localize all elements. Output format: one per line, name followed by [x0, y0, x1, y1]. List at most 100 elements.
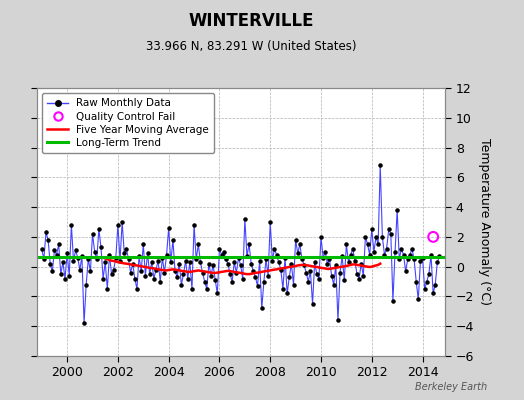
Point — [266, 219, 275, 225]
Point — [44, 237, 52, 243]
Point — [220, 248, 228, 255]
Point — [103, 286, 112, 292]
Point — [319, 254, 328, 261]
Point — [40, 256, 48, 262]
Point — [359, 272, 367, 279]
Point — [279, 286, 287, 292]
Point — [65, 272, 73, 279]
Point — [268, 258, 277, 264]
Point — [287, 260, 296, 267]
Point — [429, 290, 438, 297]
Point — [173, 274, 181, 280]
Point — [169, 237, 177, 243]
Point — [203, 286, 211, 292]
Point — [238, 275, 247, 282]
Point — [190, 222, 198, 228]
Point — [283, 290, 291, 297]
Point — [241, 216, 249, 222]
Point — [365, 252, 374, 258]
Point — [192, 256, 200, 262]
Point — [158, 254, 167, 261]
Point — [205, 260, 213, 267]
Point — [420, 286, 429, 292]
Point — [139, 241, 147, 248]
Point — [300, 262, 308, 268]
Point — [105, 252, 114, 258]
Point — [275, 259, 283, 266]
Point — [372, 234, 380, 240]
Point — [175, 260, 183, 267]
Point — [57, 271, 65, 277]
Point — [38, 246, 46, 252]
Point — [230, 259, 238, 266]
Point — [389, 298, 397, 304]
Point — [342, 241, 351, 248]
Point — [281, 254, 289, 261]
Point — [86, 268, 95, 274]
Point — [351, 258, 359, 264]
Point — [61, 275, 69, 282]
Point — [253, 283, 261, 289]
Point — [73, 254, 82, 261]
Point — [338, 253, 346, 260]
Point — [355, 275, 363, 282]
Point — [418, 254, 427, 261]
Point — [101, 259, 110, 266]
Point — [304, 278, 312, 285]
Point — [63, 250, 71, 256]
Point — [387, 231, 395, 237]
Point — [277, 266, 285, 273]
Point — [412, 278, 420, 285]
Point — [114, 222, 122, 228]
Text: Berkeley Earth: Berkeley Earth — [415, 382, 487, 392]
Point — [120, 250, 128, 256]
Point — [298, 256, 306, 262]
Point — [148, 259, 156, 266]
Point — [291, 237, 300, 243]
Point — [201, 278, 209, 285]
Point — [410, 256, 418, 262]
Point — [383, 246, 391, 252]
Point — [427, 252, 435, 258]
Point — [95, 226, 103, 233]
Point — [414, 296, 422, 303]
Point — [199, 270, 207, 276]
Point — [183, 275, 192, 282]
Point — [156, 278, 165, 285]
Point — [357, 260, 365, 267]
Point — [328, 272, 336, 279]
Point — [433, 259, 442, 266]
Point — [118, 219, 126, 225]
Point — [332, 262, 340, 268]
Point — [110, 266, 118, 273]
Point — [69, 258, 78, 264]
Point — [150, 275, 158, 282]
Point — [391, 248, 399, 255]
Point — [313, 271, 321, 277]
Point — [323, 260, 332, 267]
Point — [408, 246, 416, 252]
Point — [162, 252, 171, 258]
Point — [308, 301, 316, 307]
Point — [272, 252, 281, 258]
Point — [133, 286, 141, 292]
Point — [84, 256, 92, 262]
Point — [251, 274, 259, 280]
Point — [226, 271, 234, 277]
Point — [179, 271, 188, 277]
Point — [249, 268, 257, 274]
Point — [317, 234, 325, 240]
Point — [224, 260, 232, 267]
Point — [207, 272, 215, 279]
Point — [258, 305, 266, 312]
Point — [353, 271, 361, 277]
Point — [130, 275, 139, 282]
Point — [89, 231, 97, 237]
Point — [141, 272, 149, 279]
Point — [154, 258, 162, 264]
Point — [395, 256, 403, 262]
Point — [165, 225, 173, 231]
Point — [334, 317, 342, 324]
Point — [144, 250, 152, 256]
Point — [340, 277, 348, 283]
